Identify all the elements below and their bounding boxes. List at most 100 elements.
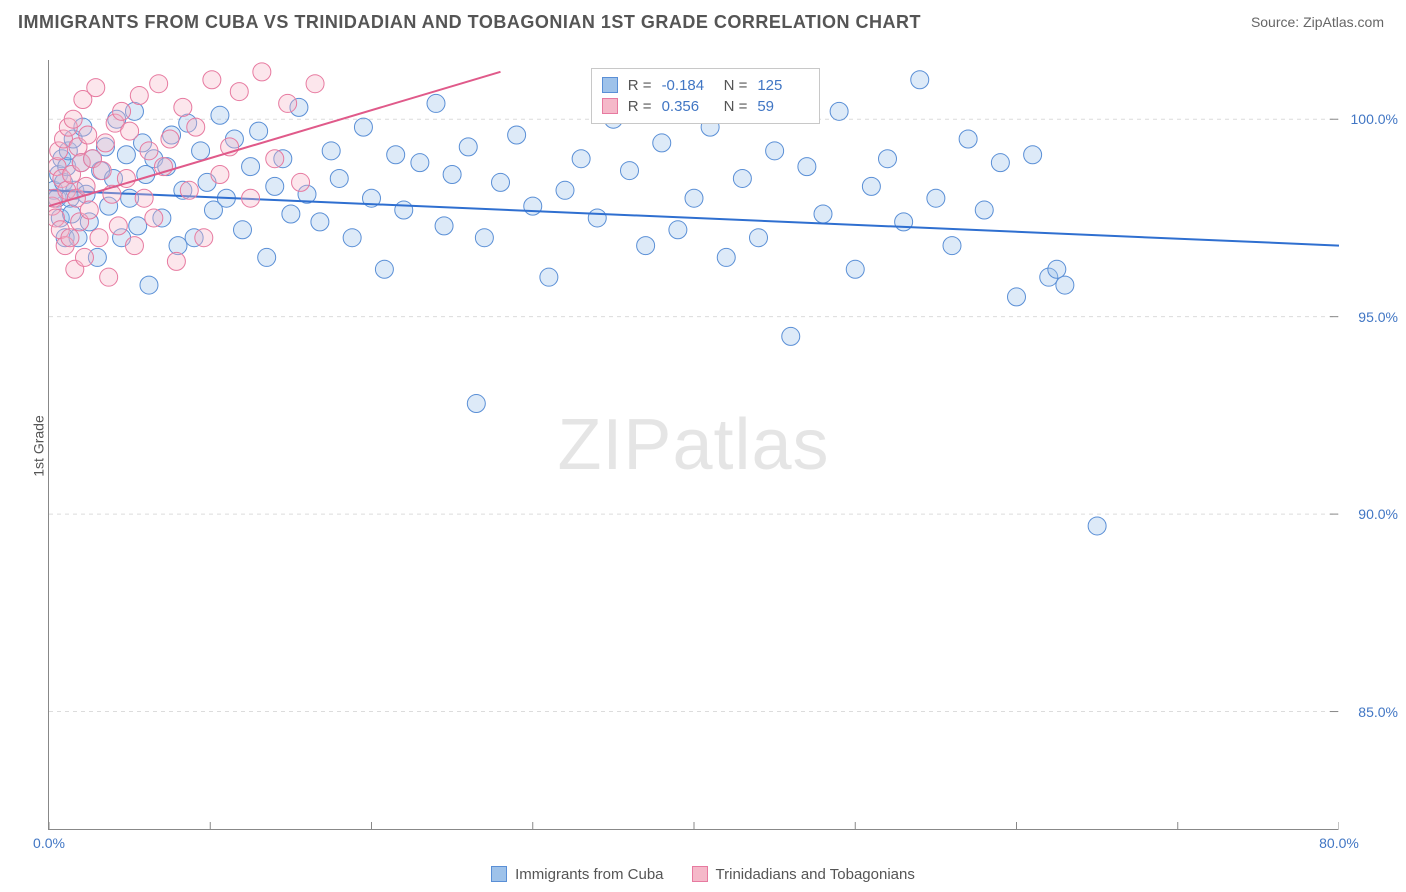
data-point-cuba [343,229,361,247]
corr-r-key: R = [628,98,652,115]
x-tick-label: 0.0% [33,835,65,851]
data-point-trinidad [109,217,127,235]
data-point-cuba [943,237,961,255]
data-point-cuba [588,209,606,227]
corr-n-val: 125 [757,77,809,94]
corr-n-key: N = [724,77,748,94]
source-attribution: Source: ZipAtlas.com [1251,14,1384,30]
data-point-cuba [242,158,260,176]
data-point-cuba [140,276,158,294]
data-point-trinidad [64,110,82,128]
y-axis-label: 1st Grade [31,415,47,476]
data-point-cuba [766,142,784,160]
data-point-cuba [782,327,800,345]
data-point-trinidad [306,75,324,93]
data-point-cuba [572,150,590,168]
data-point-cuba [117,146,135,164]
data-point-cuba [637,237,655,255]
data-point-trinidad [242,189,260,207]
data-point-cuba [830,102,848,120]
data-point-cuba [556,181,574,199]
data-point-cuba [492,173,510,191]
data-point-trinidad [140,142,158,160]
corr-row-cuba: R = -0.184 N = 125 [602,75,810,96]
corr-r-val: -0.184 [662,77,714,94]
data-point-trinidad [174,98,192,116]
data-point-cuba [1088,517,1106,535]
data-point-cuba [322,142,340,160]
data-point-cuba [330,169,348,187]
data-point-trinidad [121,122,139,140]
data-point-cuba [1008,288,1026,306]
data-point-cuba [475,229,493,247]
data-point-cuba [508,126,526,144]
data-point-trinidad [100,268,118,286]
data-point-cuba [258,248,276,266]
data-point-cuba [266,177,284,195]
corr-row-trinidad: R =0.356N =59 [602,96,810,117]
y-tick-label: 95.0% [1358,309,1398,325]
chart-container: IMMIGRANTS FROM CUBA VS TRINIDADIAN AND … [0,0,1406,892]
y-tick-label: 90.0% [1358,506,1398,522]
data-point-cuba [814,205,832,223]
x-tick-label: 80.0% [1319,835,1359,851]
data-point-trinidad [150,75,168,93]
data-point-cuba [879,150,897,168]
data-point-trinidad [80,201,98,219]
data-point-trinidad [93,162,111,180]
data-point-cuba [524,197,542,215]
data-point-cuba [1048,260,1066,278]
legend-label-cuba: Immigrants from Cuba [515,866,663,883]
data-point-cuba [540,268,558,286]
corr-r-val: 0.356 [662,98,714,115]
data-point-cuba [443,166,461,184]
legend-swatch-trinidad [692,866,708,882]
data-point-trinidad [130,87,148,105]
legend-item-cuba: Immigrants from Cuba [491,866,663,883]
data-point-cuba [387,146,405,164]
bottom-legend: Immigrants from Cuba Trinidadians and Tob… [0,866,1406,887]
data-point-trinidad [211,166,229,184]
data-point-cuba [375,260,393,278]
data-point-trinidad [79,126,97,144]
data-point-trinidad [230,83,248,101]
data-point-cuba [311,213,329,231]
plot-area: ZIPatlas 85.0%90.0%95.0%100.0%0.0%80.0%R… [48,60,1338,830]
data-point-cuba [354,118,372,136]
data-point-trinidad [292,173,310,191]
data-point-cuba [129,217,147,235]
y-tick-label: 85.0% [1358,704,1398,720]
data-point-cuba [411,154,429,172]
data-point-cuba [459,138,477,156]
data-point-cuba [846,260,864,278]
corr-r-key: R = [628,77,652,94]
y-tick-label: 100.0% [1351,111,1398,127]
data-point-cuba [862,177,880,195]
data-point-trinidad [195,229,213,247]
data-point-cuba [1024,146,1042,164]
data-point-cuba [927,189,945,207]
data-point-cuba [959,130,977,148]
source-name: ZipAtlas.com [1303,14,1384,30]
data-point-trinidad [167,252,185,270]
data-point-cuba [250,122,268,140]
data-point-trinidad [145,209,163,227]
corr-swatch-trinidad [602,98,618,114]
data-point-trinidad [180,181,198,199]
data-point-cuba [621,162,639,180]
data-point-cuba [653,134,671,152]
data-point-cuba [911,71,929,89]
data-point-trinidad [96,134,114,152]
data-point-cuba [991,154,1009,172]
legend-item-trinidad: Trinidadians and Tobagonians [692,866,915,883]
corr-n-key: N = [724,98,748,115]
data-point-trinidad [90,229,108,247]
data-point-trinidad [253,63,271,81]
data-point-cuba [282,205,300,223]
data-point-cuba [798,158,816,176]
data-point-cuba [467,395,485,413]
data-point-trinidad [203,71,221,89]
data-point-cuba [685,189,703,207]
source-prefix: Source: [1251,14,1303,30]
data-point-cuba [750,229,768,247]
